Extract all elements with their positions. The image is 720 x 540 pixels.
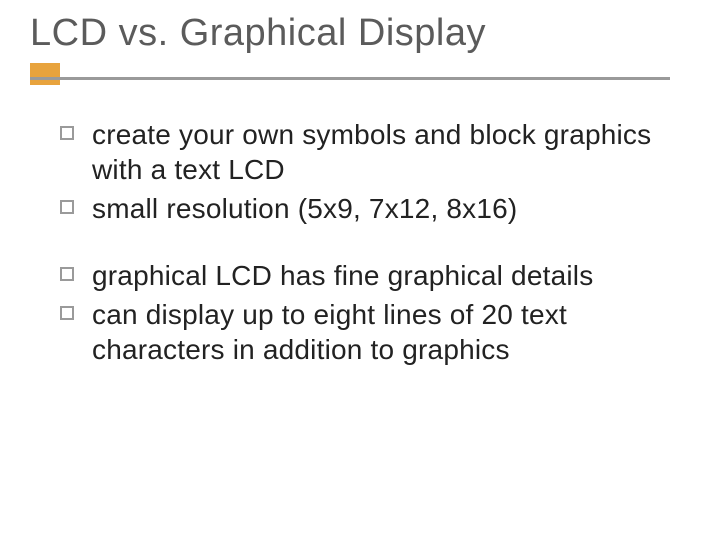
bullet-group: create your own symbols and block graphi… bbox=[60, 117, 670, 226]
bullet-square-icon bbox=[60, 126, 74, 140]
bullet-text: create your own symbols and block graphi… bbox=[92, 117, 670, 187]
title-area: LCD vs. Graphical Display bbox=[0, 0, 720, 79]
title-underline bbox=[30, 65, 690, 71]
bullet-square-icon bbox=[60, 306, 74, 320]
slide-title: LCD vs. Graphical Display bbox=[30, 12, 690, 55]
bullet-square-icon bbox=[60, 200, 74, 214]
list-item: create your own symbols and block graphi… bbox=[60, 117, 670, 187]
content-area: create your own symbols and block graphi… bbox=[0, 79, 720, 367]
list-item: graphical LCD has fine graphical details bbox=[60, 258, 670, 293]
bullet-square-icon bbox=[60, 267, 74, 281]
bullet-text: can display up to eight lines of 20 text… bbox=[92, 297, 670, 367]
bullet-text: small resolution (5x9, 7x12, 8x16) bbox=[92, 191, 517, 226]
accent-block bbox=[30, 63, 60, 85]
list-item: small resolution (5x9, 7x12, 8x16) bbox=[60, 191, 670, 226]
underline-line bbox=[30, 77, 670, 80]
list-item: can display up to eight lines of 20 text… bbox=[60, 297, 670, 367]
bullet-text: graphical LCD has fine graphical details bbox=[92, 258, 593, 293]
bullet-group: graphical LCD has fine graphical details… bbox=[60, 258, 670, 367]
